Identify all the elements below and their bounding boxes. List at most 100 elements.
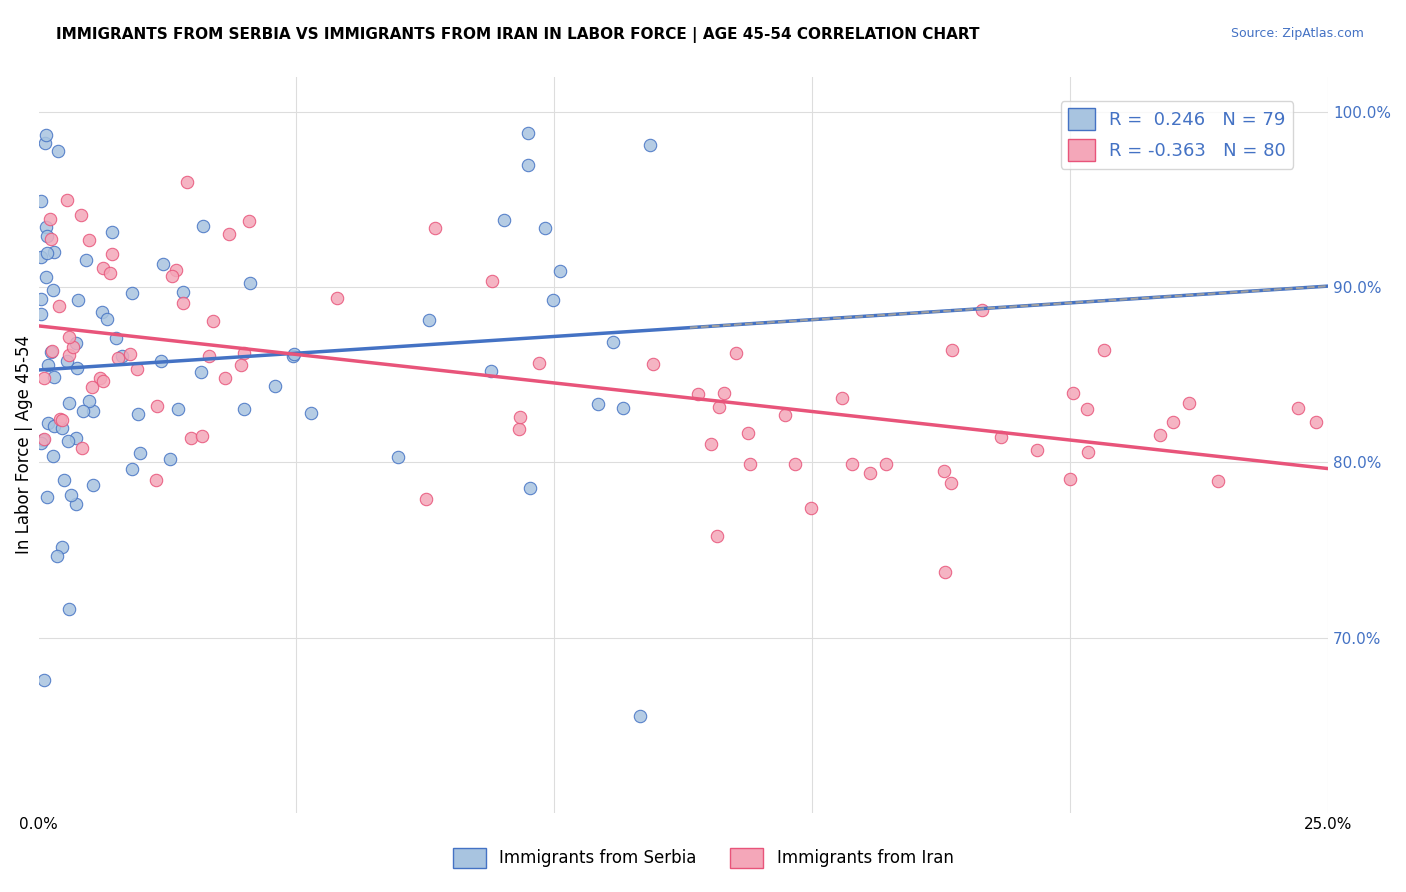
Point bbox=[706, 529, 728, 543]
Point bbox=[519, 481, 541, 495]
Point bbox=[51, 540, 73, 554]
Point bbox=[31, 433, 53, 447]
Point bbox=[98, 267, 121, 281]
Point bbox=[48, 299, 70, 313]
Point bbox=[30, 436, 52, 450]
Point bbox=[713, 386, 735, 401]
Point bbox=[34, 219, 56, 234]
Point bbox=[1076, 401, 1098, 416]
Point bbox=[58, 434, 80, 449]
Point bbox=[415, 492, 437, 507]
Point bbox=[49, 412, 72, 426]
Point bbox=[42, 449, 65, 463]
Point bbox=[89, 370, 111, 384]
Point bbox=[42, 419, 65, 434]
Point bbox=[1062, 386, 1084, 401]
Point bbox=[699, 437, 721, 451]
Point bbox=[82, 403, 104, 417]
Point bbox=[990, 430, 1012, 444]
Point bbox=[180, 431, 202, 445]
Point bbox=[841, 457, 863, 471]
Point bbox=[39, 212, 62, 227]
Point bbox=[612, 401, 634, 415]
Point bbox=[688, 386, 710, 401]
Point bbox=[52, 473, 75, 487]
Point bbox=[190, 429, 212, 443]
Point bbox=[65, 497, 87, 511]
Point bbox=[58, 602, 80, 616]
Point bbox=[202, 314, 225, 328]
Point bbox=[30, 251, 52, 265]
Point bbox=[32, 673, 55, 687]
Point bbox=[82, 477, 104, 491]
Point bbox=[773, 408, 796, 422]
Point bbox=[1208, 474, 1230, 488]
Point bbox=[46, 549, 69, 563]
Point bbox=[58, 330, 80, 344]
Point bbox=[492, 213, 515, 227]
Point bbox=[508, 422, 530, 436]
Point bbox=[42, 369, 65, 384]
Point bbox=[110, 349, 132, 363]
Point bbox=[724, 346, 747, 360]
Point bbox=[125, 362, 148, 376]
Legend: Immigrants from Serbia, Immigrants from Iran: Immigrants from Serbia, Immigrants from … bbox=[446, 841, 960, 875]
Point bbox=[299, 406, 322, 420]
Point bbox=[517, 158, 540, 172]
Point bbox=[218, 227, 240, 241]
Point bbox=[641, 357, 664, 371]
Point bbox=[160, 269, 183, 284]
Point bbox=[1059, 473, 1081, 487]
Point bbox=[479, 364, 502, 378]
Point bbox=[231, 359, 253, 373]
Point bbox=[39, 345, 62, 359]
Point bbox=[1161, 415, 1184, 429]
Point bbox=[831, 391, 853, 405]
Point bbox=[387, 450, 409, 464]
Point bbox=[150, 354, 173, 368]
Point bbox=[190, 365, 212, 379]
Point bbox=[214, 371, 236, 385]
Point bbox=[65, 431, 87, 445]
Point bbox=[34, 136, 56, 151]
Point bbox=[75, 252, 97, 267]
Point bbox=[934, 565, 956, 579]
Point bbox=[932, 465, 955, 479]
Point bbox=[39, 232, 62, 246]
Point bbox=[941, 476, 963, 491]
Point bbox=[1178, 396, 1201, 410]
Point bbox=[541, 293, 564, 307]
Point bbox=[232, 346, 254, 360]
Point bbox=[118, 347, 141, 361]
Point bbox=[1149, 428, 1171, 442]
Point bbox=[283, 347, 305, 361]
Point bbox=[60, 488, 83, 502]
Point bbox=[165, 262, 187, 277]
Point bbox=[159, 452, 181, 467]
Point bbox=[79, 393, 101, 408]
Point bbox=[42, 244, 65, 259]
Point bbox=[785, 458, 807, 472]
Point bbox=[198, 349, 221, 363]
Point bbox=[51, 421, 73, 435]
Point bbox=[509, 409, 531, 424]
Point bbox=[638, 137, 661, 152]
Point bbox=[70, 441, 93, 455]
Point bbox=[628, 709, 651, 723]
Point bbox=[30, 307, 52, 321]
Point bbox=[77, 233, 100, 247]
Point bbox=[970, 302, 993, 317]
Point bbox=[550, 264, 572, 278]
Point bbox=[35, 128, 58, 142]
Point bbox=[69, 208, 91, 222]
Point bbox=[418, 312, 440, 326]
Point bbox=[56, 194, 79, 208]
Point bbox=[34, 269, 56, 284]
Point bbox=[233, 401, 256, 416]
Point bbox=[176, 176, 198, 190]
Point bbox=[1286, 401, 1309, 416]
Point bbox=[91, 374, 114, 388]
Point bbox=[37, 416, 59, 430]
Point bbox=[1026, 442, 1049, 457]
Point bbox=[146, 399, 169, 413]
